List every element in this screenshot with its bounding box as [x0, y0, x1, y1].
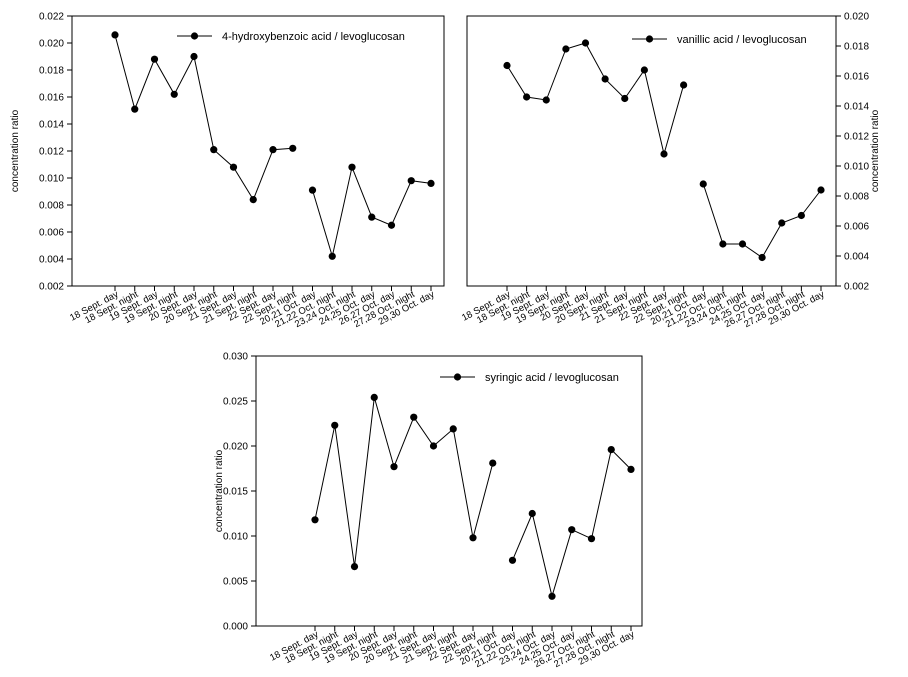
y-tick-label: 0.014: [39, 120, 64, 131]
y-tick-label: 0.004: [844, 252, 869, 263]
y-tick-label: 0.002: [844, 282, 869, 293]
y-tick-label: 0.002: [39, 282, 64, 293]
data-point: [387, 221, 396, 229]
data-point: [449, 425, 457, 433]
data-point: [370, 393, 378, 401]
legend-label: 4-hydroxybenzoic acid / levoglucosan: [222, 31, 405, 43]
y-tick-label: 0.025: [223, 397, 248, 408]
data-point: [738, 240, 747, 248]
data-point: [660, 150, 668, 158]
data-point: [699, 180, 707, 188]
y-tick-label: 0.018: [39, 66, 64, 77]
data-point: [680, 81, 688, 89]
data-point: [817, 186, 825, 194]
data-point: [131, 105, 139, 113]
data-point: [640, 66, 648, 74]
y-tick-label: 0.020: [39, 39, 64, 50]
chart-panel-3: 0.000 0.005 0.010 0.015 0.020 0.025 0.030 conce…: [214, 352, 643, 670]
data-point: [249, 196, 257, 204]
plot-frame: [71, 15, 445, 287]
y-tick-label: 0.020: [844, 12, 869, 23]
y-axis-label: concentration ratio: [10, 109, 21, 192]
data-point: [311, 516, 319, 524]
y-tick-label: 0.008: [844, 192, 869, 203]
data-point: [350, 563, 359, 571]
y-tick-label: 0.006: [844, 222, 869, 233]
data-point: [503, 61, 511, 70]
data-point: [150, 55, 159, 63]
data-point: [368, 213, 376, 221]
data-point: [170, 90, 178, 98]
data-point: [627, 465, 635, 473]
y-tick-label: 0.018: [844, 42, 869, 53]
data-point: [523, 93, 531, 101]
legend-label: syringic acid / levoglucosan: [485, 372, 619, 384]
y-tick-label: 0.005: [223, 577, 248, 588]
y-tick-label: 0.022: [39, 12, 64, 23]
data-point: [568, 526, 576, 534]
y-tick-label: 0.012: [844, 132, 869, 143]
data-point: [581, 39, 590, 47]
data-point: [489, 459, 497, 467]
data-point: [111, 31, 119, 39]
chart-panel-1: 0.002 0.004 0.006 0.008 0.010 0.012 0.014 0.016…: [10, 12, 445, 330]
data-point: [229, 163, 238, 171]
plot-frame: [466, 15, 837, 287]
series-line: [512, 448, 632, 599]
data-point: [407, 177, 415, 185]
data-point: [528, 509, 536, 518]
legend-marker: [190, 32, 199, 40]
y-tick-label: 0.004: [39, 255, 64, 266]
data-point: [390, 463, 398, 471]
data-point: [308, 186, 317, 194]
legend-marker: [453, 373, 462, 381]
series-line: [314, 397, 494, 567]
data-point: [331, 421, 339, 429]
y-tick-label: 0.008: [39, 201, 64, 212]
y-tick-label: 0.015: [223, 487, 248, 498]
legend-marker: [645, 35, 654, 43]
data-point: [190, 52, 198, 61]
y-tick-label: 0.006: [39, 228, 64, 239]
data-point: [542, 96, 550, 104]
y-tick-label: 0.010: [844, 162, 869, 173]
data-point: [427, 179, 435, 187]
data-point: [328, 252, 336, 260]
plot-frame: [255, 355, 643, 627]
data-point: [797, 211, 805, 220]
data-point: [269, 146, 277, 154]
y-tick-label: 0.014: [844, 102, 869, 113]
y-tick-label: 0.016: [844, 72, 869, 83]
y-tick-label: 0.020: [223, 442, 248, 453]
y-tick-label: 0.000: [223, 622, 248, 633]
y-axis-label: concentration ratio: [870, 109, 881, 192]
data-point: [621, 94, 629, 103]
data-point: [587, 535, 596, 543]
data-point: [210, 146, 218, 154]
y-tick-label: 0.012: [39, 147, 64, 158]
data-point: [758, 253, 766, 262]
data-point: [607, 446, 615, 454]
y-tick-label: 0.030: [223, 352, 248, 363]
data-point: [348, 163, 356, 171]
data-point: [778, 219, 786, 227]
data-point: [601, 75, 609, 83]
data-point: [508, 556, 517, 564]
data-point: [562, 45, 570, 53]
series-line: [506, 42, 685, 156]
legend-label: vanillic acid / levoglucosan: [677, 34, 807, 46]
data-point: [719, 240, 727, 248]
data-point: [548, 592, 556, 600]
data-point: [289, 144, 297, 152]
chart-panel-2: 0.002 0.004 0.006 0.008 0.010 0.012 0.014 0.016…: [460, 12, 881, 331]
series-line: [114, 34, 293, 201]
y-tick-label: 0.016: [39, 93, 64, 104]
y-tick-label: 0.010: [223, 532, 248, 543]
y-tick-label: 0.010: [39, 174, 64, 185]
y-axis-label: concentration ratio: [214, 449, 225, 532]
data-point: [429, 442, 438, 450]
data-point: [469, 534, 477, 542]
data-point: [410, 413, 418, 421]
